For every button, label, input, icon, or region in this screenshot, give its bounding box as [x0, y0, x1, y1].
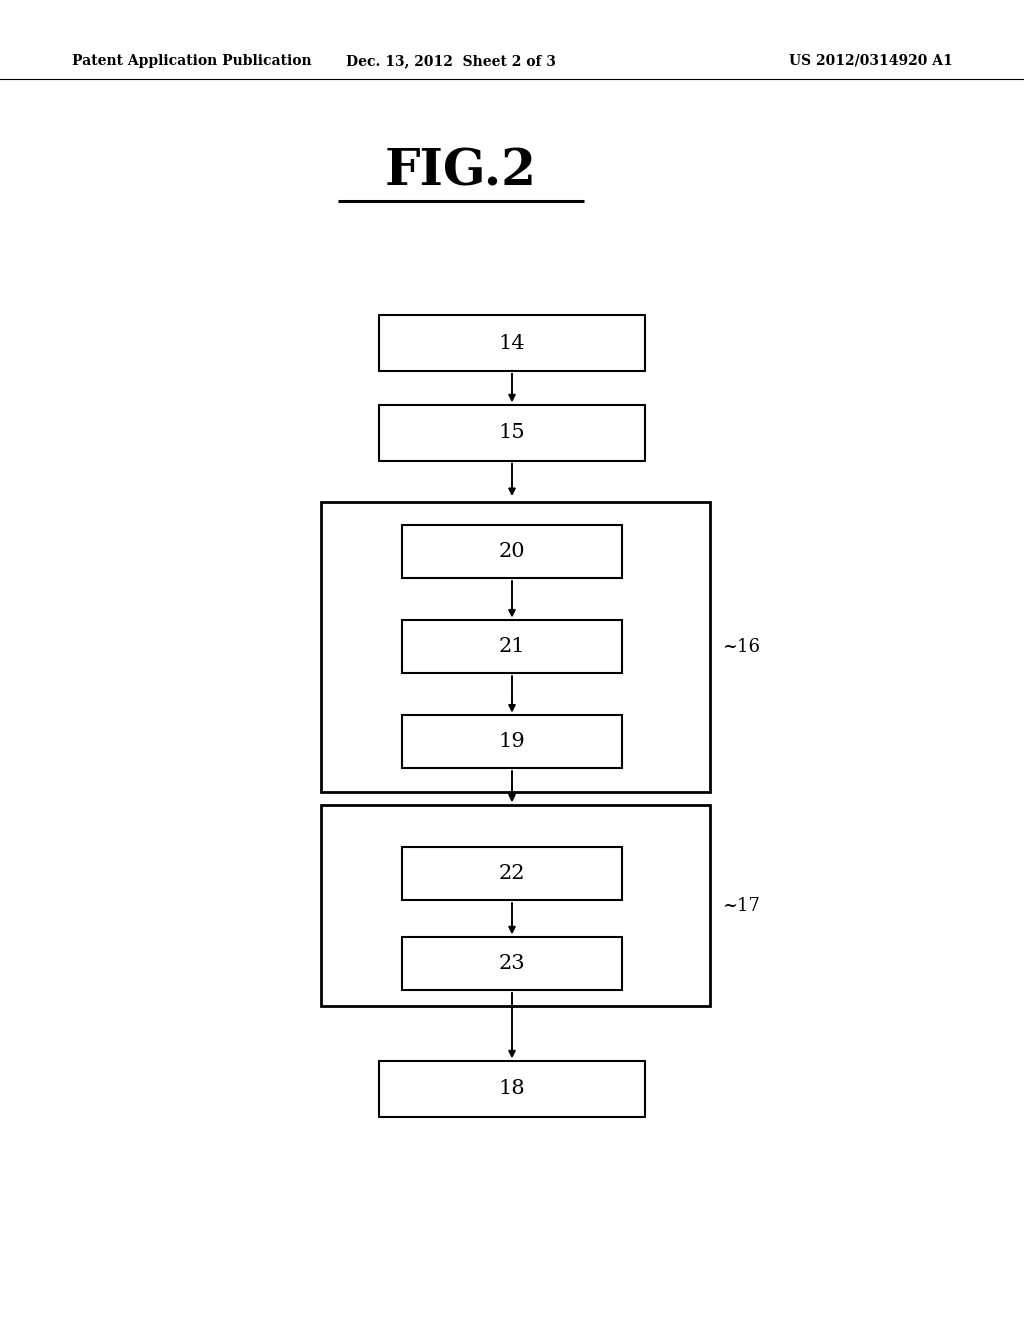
Text: 21: 21 — [499, 638, 525, 656]
Bar — [401, 525, 623, 578]
Text: Dec. 13, 2012  Sheet 2 of 3: Dec. 13, 2012 Sheet 2 of 3 — [345, 54, 556, 67]
Bar — [401, 715, 623, 768]
Text: 19: 19 — [499, 733, 525, 751]
Text: ~17: ~17 — [722, 896, 760, 915]
Text: 14: 14 — [499, 334, 525, 352]
Bar — [401, 620, 623, 673]
Bar — [379, 315, 645, 371]
Text: 23: 23 — [499, 954, 525, 973]
Text: US 2012/0314920 A1: US 2012/0314920 A1 — [788, 54, 952, 67]
Bar — [401, 937, 623, 990]
Text: 20: 20 — [499, 543, 525, 561]
Text: ~16: ~16 — [722, 638, 760, 656]
Text: 22: 22 — [499, 865, 525, 883]
Bar — [321, 502, 710, 792]
Bar — [401, 847, 623, 900]
Bar — [379, 405, 645, 461]
Text: 15: 15 — [499, 424, 525, 442]
Bar — [379, 1061, 645, 1117]
Text: Patent Application Publication: Patent Application Publication — [72, 54, 311, 67]
Bar — [321, 805, 710, 1006]
Text: FIG.2: FIG.2 — [385, 147, 537, 197]
Text: 18: 18 — [499, 1080, 525, 1098]
